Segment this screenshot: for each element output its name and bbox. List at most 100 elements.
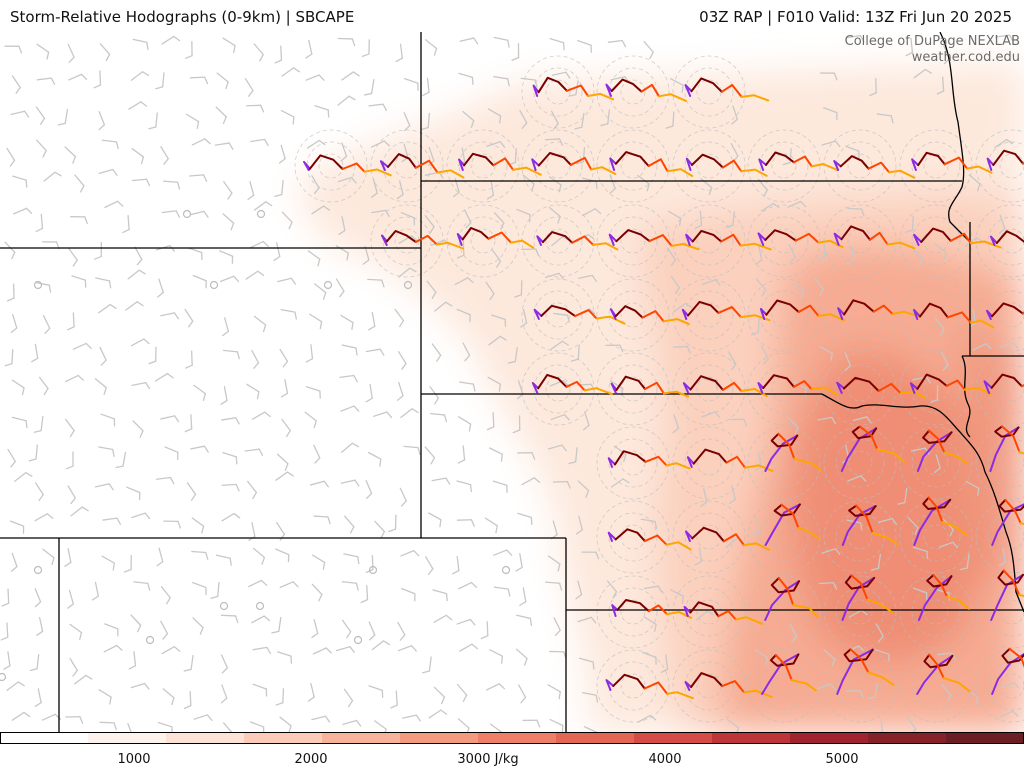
wind-barb <box>821 548 841 555</box>
wind-barb <box>160 415 180 423</box>
hodograph <box>759 299 845 322</box>
hodograph-layer-1 <box>992 149 1024 166</box>
hodograph-layer-1 <box>848 504 877 517</box>
wind-barb <box>275 471 294 481</box>
wind-barb <box>273 242 281 262</box>
hodograph-layer-1 <box>691 229 723 243</box>
wind-barb <box>280 378 289 398</box>
hodograph-layer-2 <box>720 233 742 247</box>
wind-barb <box>568 447 578 465</box>
wind-barb <box>388 514 397 533</box>
hodograph <box>833 155 916 179</box>
wind-barb <box>972 343 992 351</box>
wind-barb <box>188 174 208 182</box>
hodographs <box>303 76 1024 700</box>
wind-barb <box>605 344 624 353</box>
wind-barb <box>581 551 600 560</box>
wind-barb <box>1 588 10 607</box>
hodograph-ring-set <box>975 500 1024 574</box>
wind-barb <box>192 617 204 635</box>
wind-barb <box>454 277 474 286</box>
hodograph-layer-3 <box>966 165 993 174</box>
hodograph <box>833 225 916 250</box>
wind-barb <box>519 587 527 607</box>
wind-barb <box>0 622 9 641</box>
wind-barb <box>575 580 583 600</box>
wind-barb <box>583 726 598 732</box>
wind-barb <box>183 691 192 710</box>
hodograph-ring-set <box>521 55 595 129</box>
wind-barb <box>36 43 50 60</box>
wind-barb <box>549 718 564 732</box>
weather-map <box>0 32 1024 732</box>
hodograph-layer-0 <box>909 382 919 394</box>
hodograph <box>685 229 772 251</box>
hodograph-layer-0 <box>605 83 613 97</box>
wind-barb <box>35 213 44 233</box>
hodograph-layer-3 <box>665 462 691 470</box>
wind-barb <box>28 444 38 462</box>
wind-barb <box>340 479 360 487</box>
wind-barb <box>279 716 292 732</box>
wind-barb <box>845 34 865 43</box>
wind-barb <box>12 175 28 188</box>
hodograph-layer-0 <box>761 653 800 695</box>
hodograph <box>605 78 687 102</box>
hodograph <box>764 503 820 546</box>
wind-barb <box>395 43 403 63</box>
wind-barb <box>222 317 230 337</box>
hodograph-layer-2 <box>725 455 746 469</box>
wind-barb <box>98 446 115 457</box>
wind-barb <box>279 581 299 589</box>
wind-barb <box>278 144 286 164</box>
wind-barb <box>95 277 112 289</box>
hodograph-layer-2 <box>794 232 820 244</box>
hodograph-layer-3 <box>670 243 700 251</box>
hodograph-layer-0 <box>983 380 993 394</box>
hodograph-layer-0 <box>611 604 619 617</box>
hodograph-layer-3 <box>941 521 967 536</box>
hodograph <box>989 230 1024 246</box>
wind-barb <box>132 420 144 438</box>
hodograph <box>685 526 770 551</box>
wind-barb <box>251 615 271 624</box>
hodograph-layer-1 <box>916 373 948 390</box>
hodograph <box>531 373 613 396</box>
hodograph-layer-1 <box>920 227 952 243</box>
wind-barb <box>309 480 329 488</box>
hodograph <box>532 76 615 101</box>
wind-barb <box>304 411 317 429</box>
wind-barb <box>582 208 602 217</box>
hodograph-layer-2 <box>571 235 595 246</box>
wind-barb <box>277 651 293 664</box>
hodograph-layer-1 <box>995 230 1024 244</box>
wind-barb <box>11 379 25 396</box>
hodograph-layer-1 <box>541 231 574 244</box>
wind-barb <box>130 71 150 81</box>
wind-barb <box>104 623 119 637</box>
hodograph-layer-1 <box>689 601 720 618</box>
hodograph-ring-set <box>747 129 821 203</box>
hodograph <box>840 425 906 472</box>
wind-barb <box>578 657 595 670</box>
calm-station-marker <box>501 565 511 575</box>
hodograph <box>841 504 899 546</box>
hodograph <box>991 498 1024 546</box>
hodograph-layer-0 <box>531 382 540 394</box>
wind-barb <box>897 487 908 505</box>
wind-barb <box>185 113 200 130</box>
wind-barb <box>160 620 169 640</box>
calm-station-marker <box>0 672 7 682</box>
wind-barb <box>429 386 440 405</box>
wind-barb <box>520 308 528 328</box>
wind-barb <box>11 416 28 429</box>
hodograph-layer-0 <box>764 434 799 472</box>
hodograph-layer-0 <box>684 681 693 691</box>
hodograph-layer-3 <box>866 598 894 614</box>
wind-barb <box>875 623 884 643</box>
wind-barb <box>69 623 83 641</box>
hodograph-layer-1 <box>461 227 490 241</box>
colorbar-cell-empty <box>0 732 88 744</box>
hodograph-layer-3 <box>886 241 916 250</box>
